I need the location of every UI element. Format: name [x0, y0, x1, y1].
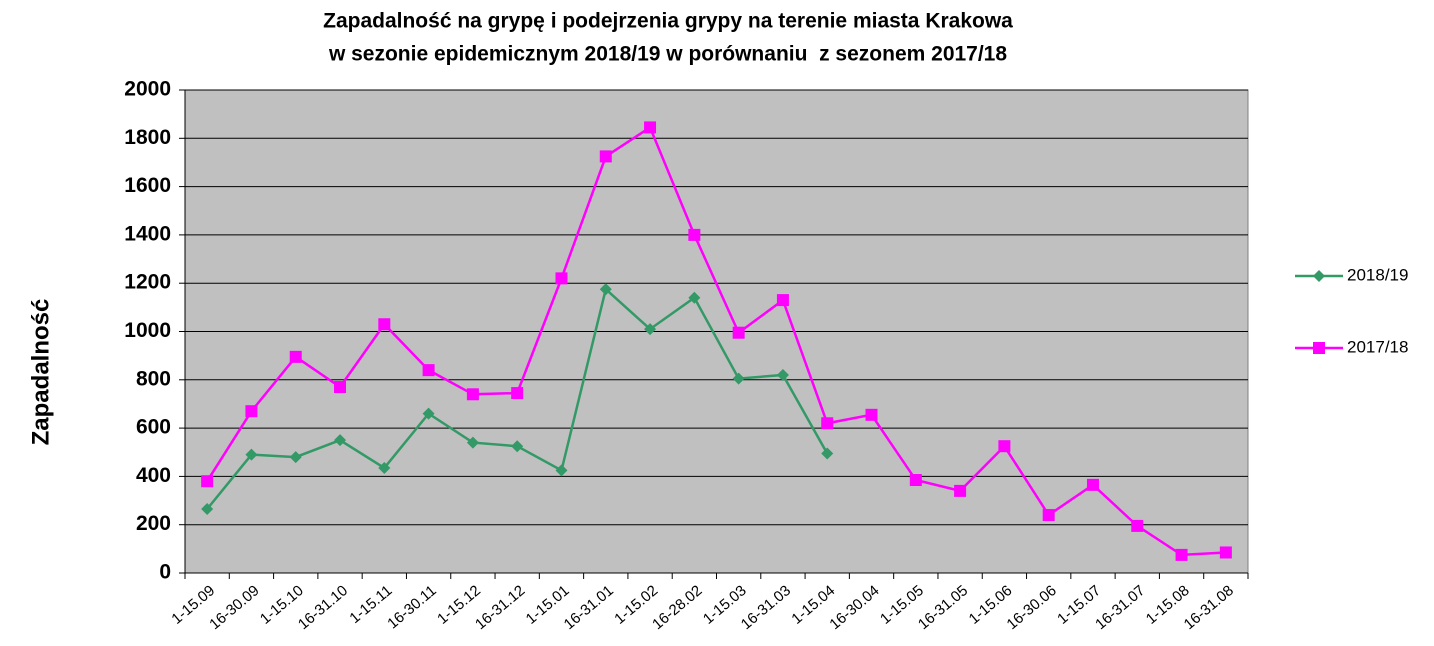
- y-tick-label: 800: [136, 367, 171, 390]
- point: [511, 387, 524, 400]
- x-tick-label: 16-30.09: [206, 582, 262, 633]
- point: [909, 474, 922, 487]
- x-tick-label: 16-31.08: [1181, 582, 1237, 633]
- y-tick-label: 0: [159, 561, 171, 584]
- y-tick-label: 2000: [124, 78, 171, 101]
- point: [599, 283, 612, 296]
- point: [644, 121, 657, 134]
- point: [422, 364, 435, 377]
- x-tick-label: 16-31.03: [738, 582, 794, 633]
- chart-title: Zapadalność na grypę i podejrzenia grypy…: [323, 10, 1013, 33]
- chart-subtitle: w sezonie epidemicznym 2018/19 w porówna…: [328, 43, 1007, 66]
- point: [776, 368, 789, 381]
- y-tick-label: 1800: [124, 126, 171, 149]
- point: [245, 448, 258, 461]
- point: [688, 291, 701, 304]
- x-tick-label: 16-31.01: [561, 582, 617, 633]
- y-tick-label: 400: [136, 464, 171, 487]
- x-tick-label: 16-28.02: [649, 582, 705, 633]
- x-tick-label: 16-31.07: [1092, 582, 1148, 633]
- y-axis-title: Zapadalność: [27, 299, 54, 446]
- y-tick-label: 1400: [124, 222, 171, 245]
- point: [511, 440, 524, 453]
- point: [821, 417, 834, 430]
- point: [1042, 509, 1055, 522]
- point: [1219, 546, 1232, 559]
- legend-label: 2018/19: [1347, 265, 1408, 284]
- point: [555, 272, 568, 285]
- point: [688, 228, 701, 241]
- x-tick-label: 16-30.04: [826, 582, 882, 633]
- x-tick-label: 16-30.06: [1004, 582, 1060, 633]
- point: [289, 451, 302, 464]
- point: [334, 434, 347, 447]
- point: [201, 503, 214, 516]
- point: [466, 436, 479, 449]
- legend-marker: [1313, 270, 1325, 282]
- point: [466, 388, 479, 401]
- point: [599, 150, 612, 163]
- point: [378, 461, 391, 474]
- x-tick-label: 16-31.10: [295, 582, 351, 633]
- y-tick-label: 200: [136, 512, 171, 535]
- point: [1086, 478, 1099, 491]
- point: [644, 323, 657, 336]
- legend-marker: [1313, 342, 1325, 354]
- point: [245, 405, 258, 418]
- point: [422, 407, 435, 420]
- series-line: [206, 125, 1226, 557]
- legend-label: 2017/18: [1347, 337, 1408, 356]
- point: [555, 464, 568, 477]
- point: [732, 372, 745, 385]
- point: [1131, 519, 1144, 532]
- x-tick-label: 16-31.05: [915, 582, 971, 633]
- x-tick-label: 16-30.11: [384, 582, 439, 632]
- point: [201, 475, 214, 488]
- point: [865, 408, 878, 421]
- y-tick-label: 1600: [124, 174, 171, 197]
- y-tick-label: 1000: [124, 319, 171, 342]
- point: [378, 318, 391, 331]
- point: [1175, 548, 1188, 561]
- y-tick-label: 600: [136, 416, 171, 439]
- point: [289, 350, 302, 363]
- y-tick-label: 1200: [124, 271, 171, 294]
- x-tick-label: 16-31.12: [472, 582, 528, 633]
- point: [334, 381, 347, 394]
- point: [732, 326, 745, 339]
- point: [776, 294, 789, 307]
- point: [954, 484, 967, 497]
- point: [998, 440, 1011, 453]
- point: [821, 447, 834, 460]
